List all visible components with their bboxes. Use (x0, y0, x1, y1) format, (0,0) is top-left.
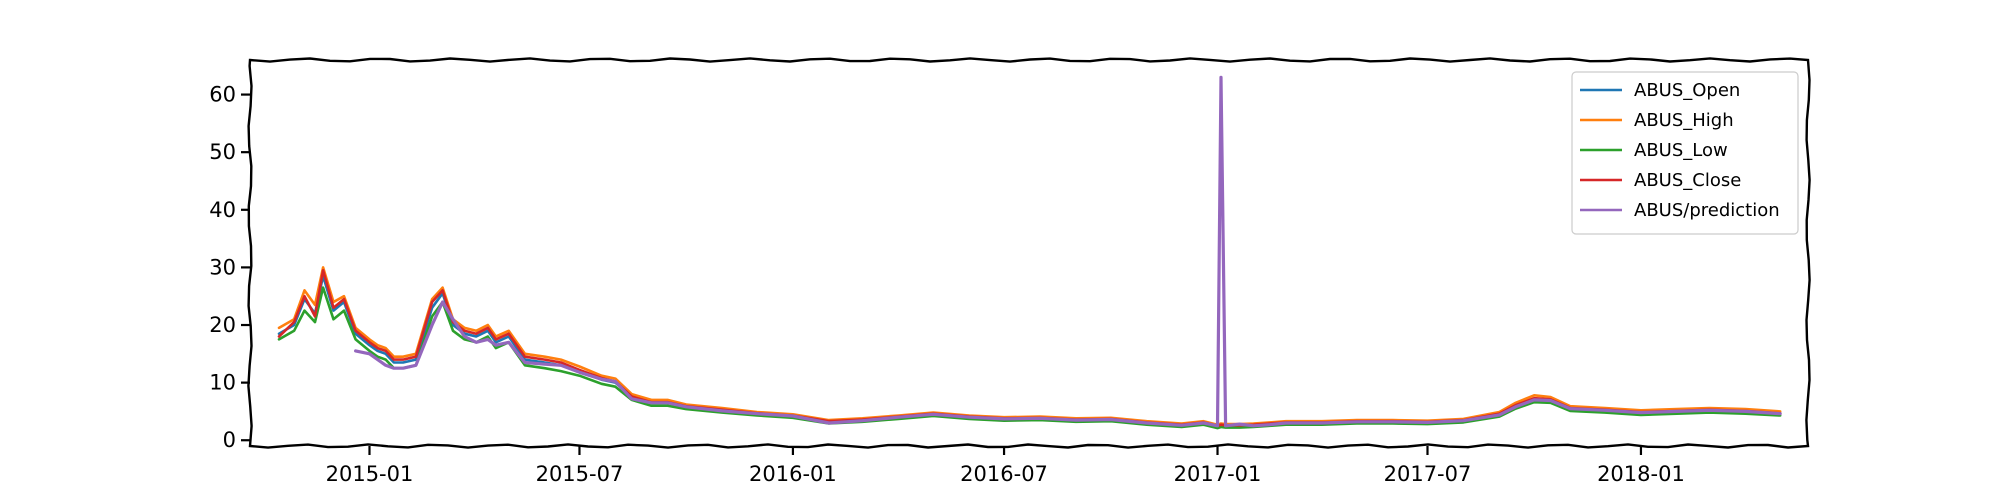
y-tick-label: 50 (209, 140, 236, 164)
y-tick-label: 30 (209, 255, 236, 279)
legend-label: ABUS/prediction (1634, 200, 1780, 221)
y-tick-label: 40 (209, 198, 236, 222)
legend: ABUS_Open ABUS_High ABUS_Low ABUS_Close ABUS… (1571, 71, 1799, 235)
series-line-abus-low (277, 286, 1782, 430)
x-tick-label: 2016-07 (960, 462, 1048, 486)
x-tick-label: 2018-01 (1597, 462, 1685, 486)
y-tick-label: 60 (209, 83, 236, 107)
legend-label: ABUS_Open (1634, 80, 1740, 101)
y-tick-label: 10 (209, 371, 236, 395)
axes-frame (247, 57, 1811, 449)
y-tick-label: 20 (209, 313, 236, 337)
legend-label: ABUS_Low (1634, 140, 1728, 161)
x-tick-label: 2017-01 (1174, 462, 1262, 486)
legend-label: ABUS_Close (1634, 170, 1741, 191)
x-tick-label: 2015-07 (536, 462, 624, 486)
x-axis: 2015-01 2015-07 2016-01 2016-07 2017-01 2017-… (326, 446, 1685, 486)
y-tick-label: 0 (223, 428, 236, 452)
y-axis: 0 10 20 30 40 50 60 (209, 83, 250, 452)
x-tick-label: 2017-07 (1384, 462, 1472, 486)
legend-label: ABUS_High (1634, 110, 1734, 131)
plot-lines (277, 75, 1782, 430)
x-tick-label: 2015-01 (326, 462, 414, 486)
x-tick-label: 2016-01 (749, 462, 837, 486)
series-line-abus-prediction (354, 75, 1782, 428)
legend-box (1571, 71, 1799, 235)
